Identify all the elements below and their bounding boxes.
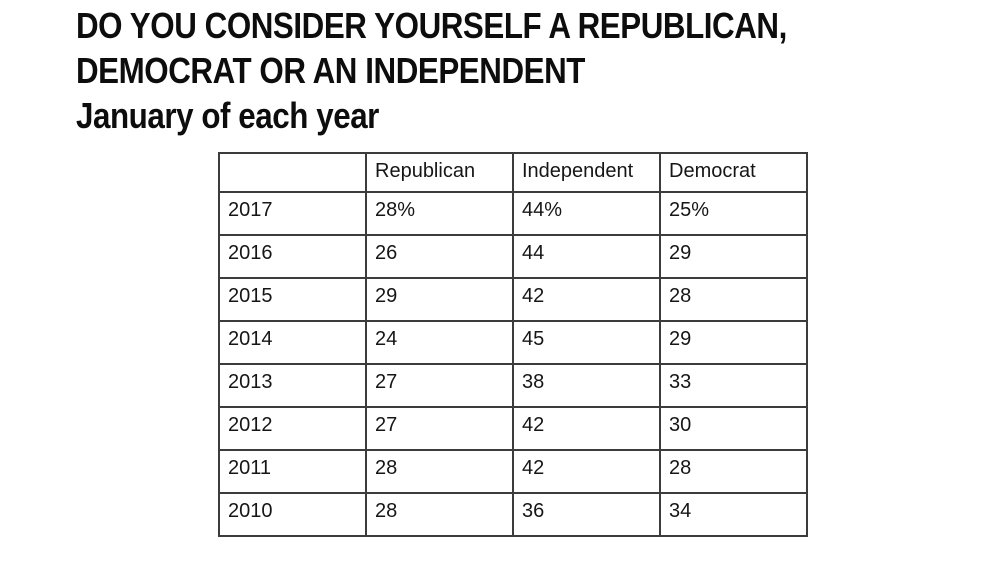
column-header-independent: Independent [512, 152, 661, 193]
header-row: Republican Independent Democrat [218, 152, 808, 193]
table-row: 2015 29 42 28 [218, 277, 808, 322]
value-cell: 33 [659, 363, 808, 408]
year-cell: 2017 [218, 191, 367, 236]
value-cell: 30 [659, 406, 808, 451]
column-header-empty [218, 152, 367, 193]
value-cell: 42 [512, 277, 661, 322]
value-cell: 25% [659, 191, 808, 236]
value-cell: 27 [365, 406, 514, 451]
value-cell: 42 [512, 449, 661, 494]
value-cell: 36 [512, 492, 661, 537]
value-cell: 28 [365, 492, 514, 537]
value-cell: 29 [659, 234, 808, 279]
value-cell: 28 [659, 449, 808, 494]
table-row: 2011 28 42 28 [218, 449, 808, 494]
title-line-2: DEMOCRAT OR AN INDEPENDENT [76, 50, 585, 91]
table-row: 2010 28 36 34 [218, 492, 808, 537]
value-cell: 44% [512, 191, 661, 236]
title-line-1: DO YOU CONSIDER YOURSELF A REPUBLICAN, [76, 5, 787, 46]
year-cell: 2016 [218, 234, 367, 279]
year-cell: 2010 [218, 492, 367, 537]
table-row: 2017 28% 44% 25% [218, 191, 808, 236]
value-cell: 45 [512, 320, 661, 365]
table-row: 2016 26 44 29 [218, 234, 808, 279]
value-cell: 27 [365, 363, 514, 408]
value-cell: 26 [365, 234, 514, 279]
column-header-republican: Republican [365, 152, 514, 193]
year-cell: 2015 [218, 277, 367, 322]
value-cell: 24 [365, 320, 514, 365]
year-cell: 2011 [218, 449, 367, 494]
value-cell: 38 [512, 363, 661, 408]
value-cell: 28 [659, 277, 808, 322]
value-cell: 42 [512, 406, 661, 451]
year-cell: 2013 [218, 363, 367, 408]
value-cell: 29 [365, 277, 514, 322]
table-row: 2013 27 38 33 [218, 363, 808, 408]
table-row: 2014 24 45 29 [218, 320, 808, 365]
column-header-democrat: Democrat [659, 152, 808, 193]
value-cell: 28% [365, 191, 514, 236]
value-cell: 44 [512, 234, 661, 279]
table-row: 2012 27 42 30 [218, 406, 808, 451]
slide-subtitle: January of each year [76, 95, 379, 136]
year-cell: 2012 [218, 406, 367, 451]
value-cell: 34 [659, 492, 808, 537]
slide-title: DO YOU CONSIDER YOURSELF A REPUBLICAN, D… [76, 3, 787, 138]
value-cell: 29 [659, 320, 808, 365]
value-cell: 28 [365, 449, 514, 494]
party-affiliation-table: Republican Independent Democrat 2017 28%… [218, 152, 808, 537]
year-cell: 2014 [218, 320, 367, 365]
